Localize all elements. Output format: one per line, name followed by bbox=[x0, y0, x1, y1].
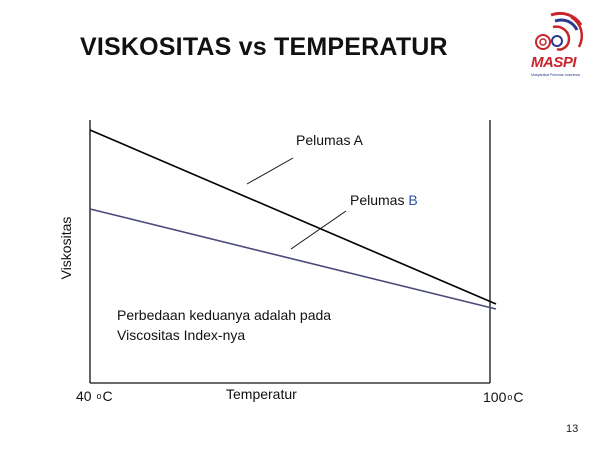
label-pelumas-b: Pelumas B bbox=[350, 192, 418, 208]
maspi-logo bbox=[535, 11, 583, 51]
x-right-degree: o bbox=[507, 392, 513, 402]
label-pelumas-a: Pelumas A bbox=[296, 132, 363, 148]
label-pelumas-b-prefix: Pelumas bbox=[350, 192, 409, 208]
x-left-degree: o bbox=[96, 391, 102, 401]
pointer-pelumas-b bbox=[290, 210, 347, 250]
logo-wordmark: MASPI bbox=[531, 54, 577, 71]
x-right-label: 100oC bbox=[483, 389, 524, 405]
x-left-value: 40 bbox=[76, 388, 92, 404]
note-line-2: Viscositas Index-nya bbox=[117, 327, 246, 343]
page-number: 13 bbox=[566, 423, 579, 435]
note-line-1: Perbedaan keduanya adalah pada bbox=[117, 307, 332, 323]
x-right-unit: C bbox=[513, 389, 524, 405]
x-axis-label: Temperatur bbox=[226, 386, 297, 402]
slide-title: VISKOSITAS vs TEMPERATUR bbox=[80, 33, 448, 61]
curve-pelumas-b bbox=[89, 208, 497, 310]
label-pelumas-a-prefix: Pelumas bbox=[296, 132, 354, 148]
x-left-label: 40 oC bbox=[76, 388, 113, 404]
y-axis-label: Viskositas bbox=[58, 216, 74, 280]
x-right-value: 100 bbox=[483, 389, 507, 405]
logo-tagline: Masyarakat Pelumas Indonesia bbox=[531, 73, 580, 77]
label-pelumas-b-letter: B bbox=[408, 192, 418, 208]
label-pelumas-a-letter: A bbox=[353, 132, 363, 148]
x-left-unit: C bbox=[102, 388, 113, 404]
note-text: Perbedaan keduanya adalah pada Viscosita… bbox=[117, 305, 331, 345]
pointer-pelumas-a bbox=[246, 157, 294, 185]
curve-pelumas-a bbox=[89, 129, 497, 305]
